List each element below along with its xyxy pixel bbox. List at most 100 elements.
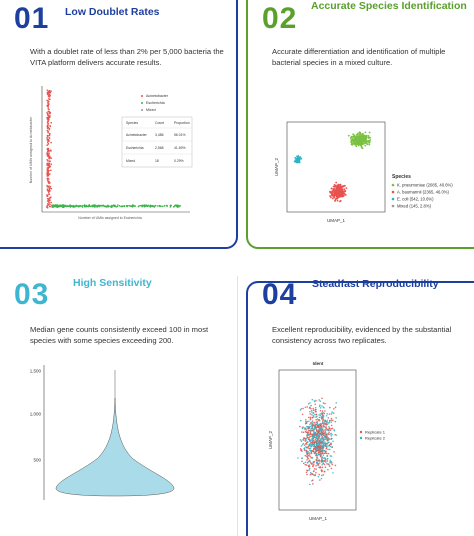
dot (334, 464, 337, 467)
dot (323, 470, 326, 473)
dot (318, 453, 320, 456)
legend-dot (359, 430, 363, 434)
dot (360, 145, 363, 148)
legend-dot (391, 183, 395, 187)
dot (311, 427, 314, 429)
dot (46, 138, 49, 141)
dot (324, 445, 327, 448)
dot (359, 139, 362, 142)
dot (332, 472, 334, 474)
dot (94, 206, 96, 208)
dot (48, 151, 50, 153)
dot (316, 447, 318, 450)
dot (309, 443, 311, 445)
dot (318, 473, 320, 476)
dot (48, 153, 51, 155)
dot (304, 449, 306, 451)
dot (318, 427, 321, 429)
dot (318, 443, 321, 445)
dot (359, 132, 362, 135)
dot (341, 189, 344, 192)
dot (311, 443, 313, 445)
dot (49, 199, 51, 202)
dot (326, 442, 329, 445)
dot (46, 189, 49, 191)
dot (309, 471, 312, 474)
dot (321, 463, 323, 466)
dot (368, 140, 370, 143)
dot (309, 402, 311, 404)
dot (329, 429, 332, 432)
dot (306, 443, 308, 445)
table-cell: 18 (155, 159, 159, 163)
dot (316, 418, 319, 420)
table-cell: Mixed (126, 159, 135, 163)
dot (326, 463, 328, 465)
dot (304, 430, 307, 433)
dot (334, 420, 337, 423)
dot (326, 434, 328, 437)
dot (316, 420, 319, 423)
dot (345, 187, 348, 190)
dot (309, 418, 312, 421)
dot (316, 437, 318, 440)
dot (324, 433, 327, 435)
dot (305, 429, 308, 431)
dot (46, 194, 48, 196)
dot (330, 421, 333, 423)
dot (333, 450, 335, 453)
dot (49, 203, 51, 206)
dot (102, 204, 105, 207)
dot (337, 183, 340, 186)
dot (315, 413, 318, 416)
dot (46, 167, 49, 169)
dot (134, 205, 136, 207)
table-cell: 41.69% (174, 146, 186, 150)
table-header: Proportion (174, 121, 190, 125)
dot (332, 440, 334, 443)
dot (48, 173, 50, 175)
dot (121, 205, 124, 207)
dot (331, 463, 334, 466)
dot (47, 190, 50, 193)
dot (322, 415, 325, 417)
legend-label: A. baumannii (2365, 46.0%) (397, 190, 450, 195)
dot (50, 90, 52, 92)
dot (47, 120, 49, 122)
dot (314, 426, 316, 429)
dot (299, 439, 302, 441)
dot (307, 431, 310, 434)
dot (295, 161, 298, 164)
dot (46, 92, 49, 95)
dot (309, 460, 311, 463)
panel-2 (246, 0, 474, 249)
dot (325, 447, 328, 450)
dot (319, 448, 321, 450)
dot (323, 457, 325, 460)
dot (321, 458, 323, 461)
dot (335, 402, 338, 404)
dot (355, 137, 358, 140)
dot (318, 460, 321, 462)
panel-text: Accurate differentiation and identificat… (272, 47, 446, 67)
dot (116, 205, 119, 208)
panel-title: Steadfast Reproducibility (312, 278, 439, 290)
dot (315, 454, 317, 457)
dot (47, 177, 49, 180)
legend-label: Escherichia (146, 101, 165, 105)
dot (357, 132, 359, 135)
dot (343, 188, 346, 191)
dot (304, 440, 307, 442)
dot (360, 133, 363, 136)
dot (311, 437, 313, 440)
dot (320, 432, 323, 434)
dot (332, 185, 335, 188)
dot (323, 432, 326, 434)
dot (333, 196, 336, 199)
dot (46, 121, 49, 124)
dot (323, 452, 325, 455)
dot (309, 410, 311, 413)
dot (306, 427, 309, 430)
dot (319, 422, 322, 425)
dot (329, 419, 331, 422)
